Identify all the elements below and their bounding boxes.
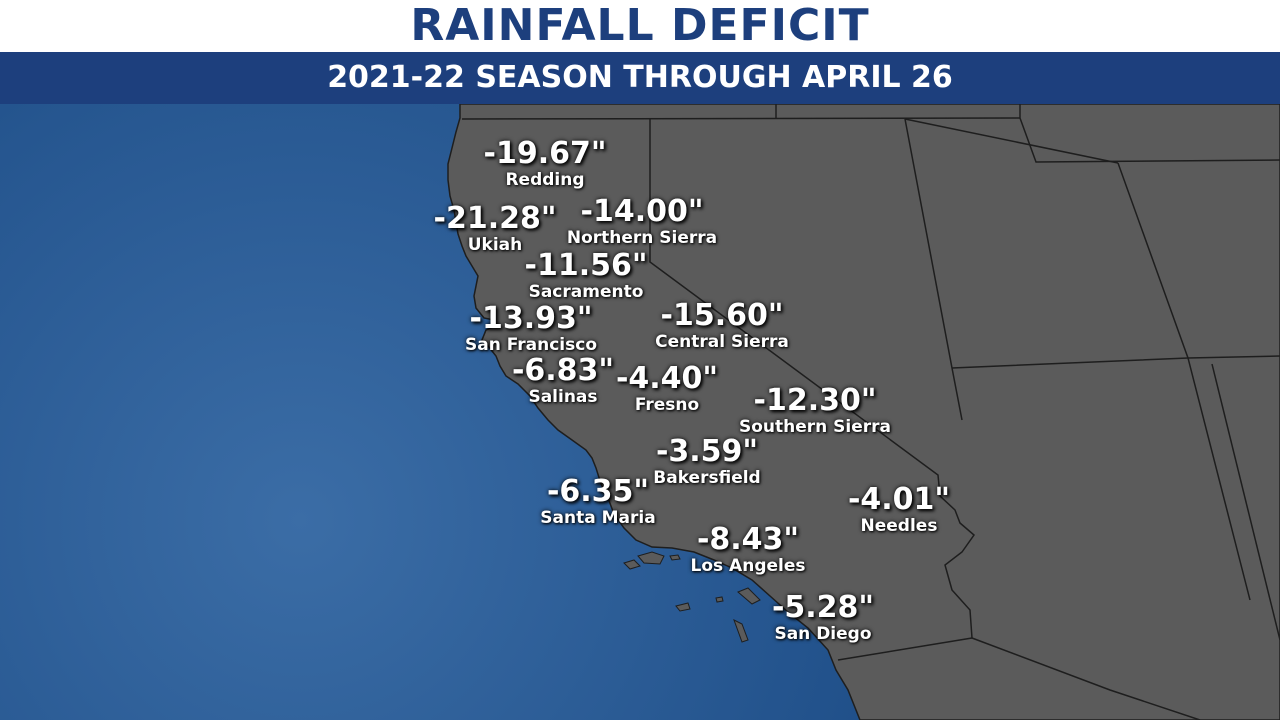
station-value: -8.43" [696, 522, 800, 557]
station-value: -4.40" [615, 361, 719, 396]
title-bar: RAINFALL DEFICIT [0, 0, 1280, 52]
station-southern-sierra: -12.30" Southern Sierra [738, 383, 892, 438]
station-name: San Francisco [465, 335, 597, 355]
station-value: -5.28" [771, 590, 875, 625]
station-name: Fresno [634, 395, 700, 415]
border-ca-nv [649, 118, 976, 639]
border-ca-or [461, 117, 1021, 120]
border-az-nm [1211, 363, 1280, 641]
border-az-mx [971, 637, 1201, 720]
station-name: Los Angeles [690, 556, 806, 576]
station-name: Southern Sierra [738, 417, 892, 437]
station-value: -13.93" [469, 301, 593, 336]
station-name: Needles [860, 516, 938, 536]
island-santa-cruz [637, 551, 665, 565]
station-needles: -4.01" Needles [847, 482, 951, 537]
station-value: -11.56" [524, 248, 648, 283]
station-value: -15.60" [660, 298, 784, 333]
station-los-angeles: -8.43" Los Angeles [690, 522, 806, 577]
station-name: Central Sierra [655, 332, 789, 352]
station-fresno: -4.40" Fresno [615, 361, 719, 416]
border-or-id [1019, 104, 1280, 163]
station-value: -4.01" [847, 482, 951, 517]
station-salinas: -6.83" Salinas [511, 353, 615, 408]
station-san-francisco: -13.93" San Francisco [465, 301, 597, 356]
island-santa-rosa [623, 559, 641, 570]
island-anacapa [669, 554, 681, 561]
station-name: San Diego [774, 624, 872, 644]
station-name: Sacramento [528, 282, 644, 302]
station-value: -14.00" [580, 194, 704, 229]
station-value: -21.28" [433, 201, 557, 236]
station-sacramento: -11.56" Sacramento [524, 248, 648, 303]
station-name: Bakersfield [653, 468, 761, 488]
station-santa-maria: -6.35" Santa Maria [540, 474, 656, 529]
station-value: -12.30" [753, 383, 877, 418]
station-name: Redding [505, 170, 585, 190]
station-value: -3.59" [655, 434, 759, 469]
station-bakersfield: -3.59" Bakersfield [653, 434, 761, 489]
station-name: Salinas [528, 387, 598, 407]
station-san-diego: -5.28" San Diego [771, 590, 875, 645]
station-value: -19.67" [483, 136, 607, 171]
page-title: RAINFALL DEFICIT [410, 0, 870, 51]
station-ukiah: -21.28" Ukiah [433, 201, 557, 256]
station-northern-sierra: -14.00" Northern Sierra [566, 194, 718, 249]
island-santa-catalina [737, 587, 761, 605]
island-san-nicolas [675, 602, 691, 612]
subtitle-bar: 2021-22 SEASON THROUGH APRIL 26 [0, 52, 1280, 104]
station-name: Santa Maria [540, 508, 656, 528]
border-id-ut [1117, 162, 1251, 601]
island-san-clemente [733, 618, 749, 643]
station-value: -6.35" [546, 474, 650, 509]
station-central-sierra: -15.60" Central Sierra [655, 298, 789, 353]
station-name: Ukiah [467, 235, 523, 255]
border-ca-mx [837, 637, 973, 661]
station-redding: -19.67" Redding [483, 136, 607, 191]
station-name: Northern Sierra [566, 228, 718, 248]
state-borders [461, 104, 1280, 720]
island-santa-barbara [715, 596, 724, 603]
station-value: -6.83" [511, 353, 615, 388]
page-subtitle: 2021-22 SEASON THROUGH APRIL 26 [327, 60, 953, 95]
islands [623, 551, 761, 643]
border-nv-id [904, 118, 1119, 164]
land-mass [447, 103, 1280, 720]
